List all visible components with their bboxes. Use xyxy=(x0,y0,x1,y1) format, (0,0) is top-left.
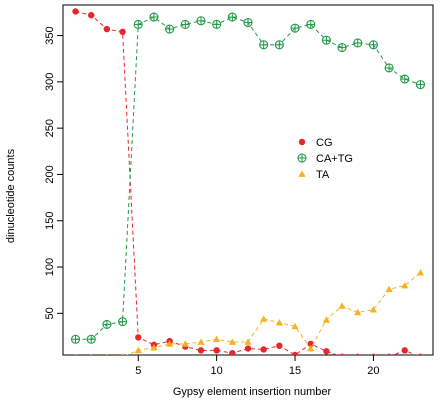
y-tick-label: 50 xyxy=(44,307,56,319)
series-ca-tg-point-1 xyxy=(70,334,81,344)
series-ta-point-22 xyxy=(401,281,409,289)
plot-area xyxy=(62,4,434,356)
series-ta xyxy=(74,268,425,355)
series-ca-tg-point-19 xyxy=(353,38,363,48)
series-ca-tg-point-8 xyxy=(180,19,190,29)
series-ca-tg-point-10 xyxy=(212,19,222,29)
legend-item-ta: TA xyxy=(298,169,330,181)
series-ta-point-16 xyxy=(307,344,315,352)
legend-marker-ta xyxy=(298,170,306,177)
series-cg-point-17 xyxy=(323,348,330,355)
series-ca-tg-point-7 xyxy=(165,24,175,34)
series-ta-point-21 xyxy=(385,285,393,293)
series-cg-point-23 xyxy=(417,353,424,355)
legend-label-cg: CG xyxy=(316,137,333,149)
legend-label-ca-tg: CA+TG xyxy=(316,153,353,165)
series-cg-point-2 xyxy=(88,11,95,19)
series-ca-tg-point-18 xyxy=(337,43,347,53)
axes: 5 10 15 20 50 100 150 200 250 300 350 xyxy=(44,26,380,377)
series-ta-point-11 xyxy=(228,338,236,345)
series-cg-point-21 xyxy=(386,353,392,355)
series-ta-point-3 xyxy=(105,353,108,355)
y-tick-label: 200 xyxy=(44,165,56,183)
x-tick-label: 5 xyxy=(135,365,141,377)
legend-marker-cg xyxy=(298,138,306,146)
series-ta-point-19 xyxy=(354,308,362,316)
series-ta-point-7 xyxy=(166,340,174,347)
series-ca-tg-point-14 xyxy=(274,40,284,50)
series-ta-point-17 xyxy=(322,316,330,323)
series-ca-tg xyxy=(70,12,426,344)
series-ta-point-15 xyxy=(291,322,299,330)
y-tick-label: 100 xyxy=(44,258,56,276)
legend-marker-ca-tg xyxy=(297,153,307,163)
series-ta-point-18 xyxy=(338,302,346,309)
series-cg xyxy=(72,8,424,355)
series-cg-line xyxy=(75,10,418,355)
series-cg-point-3 xyxy=(103,25,111,33)
series-ca-tg-point-5 xyxy=(133,19,143,29)
series-ca-tg-point-13 xyxy=(259,40,269,50)
y-tick-label: 150 xyxy=(44,212,56,230)
legend: CG CA+TG TA xyxy=(297,137,353,181)
series-cg-point-14 xyxy=(276,342,283,349)
series-cg-point-4 xyxy=(119,28,126,36)
series-ta-point-6 xyxy=(150,343,158,351)
plot-frame xyxy=(62,4,434,356)
y-axis-label: dinucleotide counts xyxy=(5,148,17,243)
series-ta-point-2 xyxy=(90,353,93,355)
series-ca-tg-point-23 xyxy=(415,80,426,90)
series-cg-point-19 xyxy=(355,353,361,355)
series-ta-point-1 xyxy=(74,353,77,355)
series-cg-point-11 xyxy=(229,349,236,355)
series-cg-point-1 xyxy=(72,8,79,15)
series-ca-tg-point-22 xyxy=(400,74,410,84)
series-ta-point-12 xyxy=(244,338,252,345)
series-ca-tg-point-15 xyxy=(290,23,300,33)
x-tick-label: 15 xyxy=(289,365,301,377)
series-ca-tg-point-20 xyxy=(368,40,378,50)
series-cg-point-10 xyxy=(213,347,220,354)
legend-item-ca-tg: CA+TG xyxy=(297,153,353,165)
series-cg-point-12 xyxy=(244,345,252,352)
series-ca-tg-point-2 xyxy=(86,334,96,344)
series-ta-point-20 xyxy=(369,306,378,313)
series-cg-point-22 xyxy=(401,347,408,354)
series-ta-point-23 xyxy=(416,268,425,276)
x-axis-label: Gypsy element insertion number xyxy=(173,386,332,398)
series-ta-point-8 xyxy=(181,340,189,347)
series-ca-tg-point-12 xyxy=(243,18,253,28)
series-cg-point-16 xyxy=(307,340,314,348)
legend-label-ta: TA xyxy=(316,169,330,181)
y-tick-label: 250 xyxy=(44,119,56,137)
series-cg-point-18 xyxy=(339,353,345,355)
x-tick-label: 20 xyxy=(367,365,379,377)
series-ta-point-4 xyxy=(121,353,124,355)
series-ca-tg-point-3 xyxy=(102,319,112,329)
series-ta-point-5 xyxy=(134,346,142,354)
series-ta-point-13 xyxy=(260,315,268,322)
series-ca-tg-point-21 xyxy=(384,63,394,73)
series-ca-tg-point-16 xyxy=(306,19,316,29)
legend-item-cg: CG xyxy=(298,137,333,149)
series-cg-point-13 xyxy=(260,346,267,353)
x-tick-label: 10 xyxy=(211,365,223,377)
series-ca-tg-point-17 xyxy=(321,35,331,45)
series-ta-point-14 xyxy=(275,318,283,326)
series-ta-point-9 xyxy=(197,338,205,345)
series-ca-tg-point-6 xyxy=(149,12,159,22)
series-cg-point-20 xyxy=(370,353,377,355)
series-ca-tg-point-11 xyxy=(227,12,237,22)
y-tick-label: 300 xyxy=(44,73,56,91)
series-ca-tg-line xyxy=(75,16,421,340)
y-tick-label: 350 xyxy=(44,26,56,44)
series-ta-point-10 xyxy=(213,335,221,343)
series-cg-point-9 xyxy=(197,347,205,354)
series-cg-point-15 xyxy=(291,351,299,355)
series-layer xyxy=(70,8,426,355)
series-cg-point-5 xyxy=(135,334,142,341)
series-ca-tg-point-9 xyxy=(196,16,206,26)
series-ca-tg-point-4 xyxy=(118,317,128,327)
